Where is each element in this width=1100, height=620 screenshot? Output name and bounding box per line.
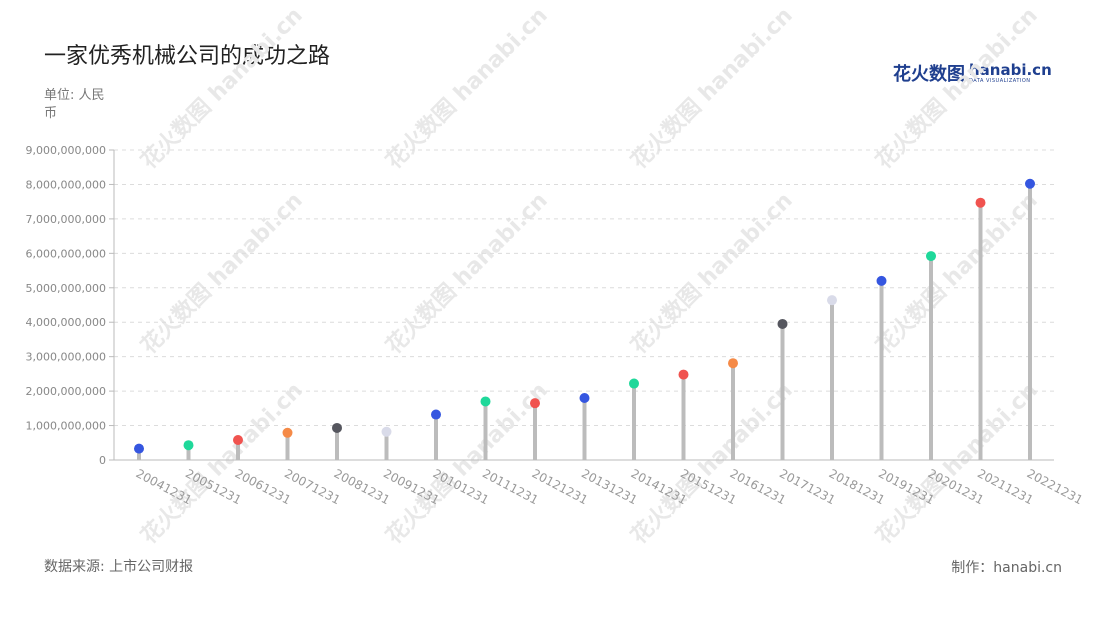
watermark-text: 花火数图 hanabi.cn (136, 377, 308, 549)
data-marks (134, 178, 1035, 460)
x-tick-label: 20161231 (728, 466, 789, 507)
lollipop-dot (629, 378, 639, 389)
y-tick-label: 8,000,000,000 (26, 178, 106, 191)
x-tick-label: 20061231 (233, 466, 294, 507)
x-tick-label: 20211231 (975, 466, 1036, 507)
lollipop-dot (728, 358, 738, 369)
x-tick-label: 20081231 (332, 466, 393, 507)
y-tick-label: 7,000,000,000 (26, 213, 106, 226)
lollipop-dot (926, 251, 936, 262)
x-tick-label: 20071231 (282, 466, 343, 507)
y-tick-label: 1,000,000,000 (26, 420, 106, 433)
watermark-text: 花火数图 hanabi.cn (136, 2, 308, 174)
data-source: 数据来源: 上市公司财报 (44, 559, 194, 575)
watermark-text: 花火数图 hanabi.cn (626, 187, 798, 359)
lollipop-dot (332, 422, 342, 433)
watermark-text: 花火数图 hanabi.cn (871, 377, 1043, 549)
x-tick-label: 20131231 (579, 466, 640, 507)
lollipop-dot (282, 427, 293, 438)
maker-credit: 制作：hanabi.cn (951, 560, 1062, 576)
chart-title: 一家优秀机械公司的成功之路 (44, 44, 331, 69)
grid-lines (114, 149, 1054, 427)
x-tick-label: 20111231 (480, 466, 541, 507)
y-tick-label: 9,000,000,000 (26, 144, 106, 157)
logo-sub-text: DATA VISUALIZATION (969, 77, 1031, 84)
y-tick-label: 3,000,000,000 (26, 351, 106, 364)
lollipop-dot (827, 295, 837, 306)
lollipop-dot (183, 440, 194, 451)
lollipop-dot (777, 318, 788, 329)
lollipop-dot (975, 197, 986, 208)
watermark-text: 花火数图 hanabi.cn (381, 187, 553, 359)
x-tick-label: 20221231 (1025, 466, 1086, 507)
x-tick-label: 20181231 (827, 466, 888, 507)
lollipop-dot (134, 443, 144, 454)
watermark-text: 花火数图 hanabi.cn (136, 187, 308, 359)
y-tick-label: 5,000,000,000 (26, 282, 106, 295)
lollipop-dot (381, 426, 392, 437)
y-axis: 0 1,000,000,000 2,000,000,000 3,000,000,000… (26, 144, 115, 467)
x-tick-label: 20171231 (777, 466, 838, 507)
watermark-text: 花火数图 hanabi.cn (381, 377, 553, 549)
y-tick-label: 6,000,000,000 (26, 247, 106, 260)
unit-label: 单位: 人民币 (44, 88, 105, 121)
lollipop-dot (579, 393, 590, 403)
watermark-text: 花火数图 hanabi.cn (871, 187, 1043, 359)
lollipop-dot (233, 435, 243, 446)
watermark-text: 花火数图 hanabi.cn (871, 2, 1043, 174)
watermark-text: 花火数图 hanabi.cn (381, 2, 553, 174)
y-tick-label: 0 (99, 454, 106, 467)
x-tick-label: 20121231 (530, 466, 591, 507)
lollipop-dot (876, 275, 887, 286)
logo-cn-text: 花火数图 (893, 64, 965, 85)
lollipop-dot (480, 396, 491, 407)
lollipop-dot (431, 409, 441, 420)
watermark-text: 花火数图 hanabi.cn (626, 377, 798, 549)
hanabi-logo-icon: 花火数图 hanabi.cn DATA VISUALIZATION (893, 58, 1052, 88)
logo-en-text: hanabi.cn (969, 60, 1052, 79)
y-tick-label: 4,000,000,000 (26, 316, 106, 329)
watermark-text: 花火数图 hanabi.cn (626, 2, 798, 174)
y-tick-label: 2,000,000,000 (26, 385, 106, 398)
lollipop-dot (678, 369, 689, 380)
lollipop-dot (530, 398, 540, 409)
lollipop-dot (1025, 178, 1035, 189)
